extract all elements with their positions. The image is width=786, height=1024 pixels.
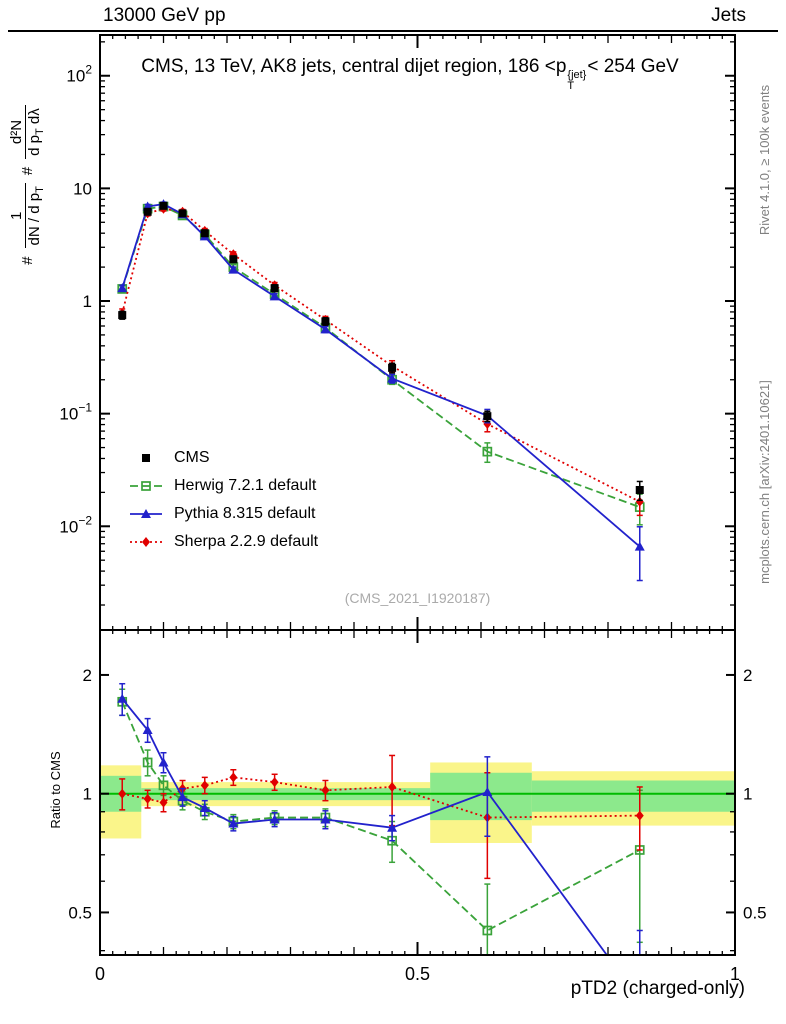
ylabel-frac1-den-sub: T: [33, 186, 46, 193]
svg-text:0.5: 0.5: [405, 964, 430, 984]
svg-text:10−1: 10−1: [59, 401, 92, 424]
analysis-id-watermark: (CMS_2021_I1920187): [344, 590, 491, 606]
svg-text:1: 1: [730, 964, 740, 984]
svg-text:0.5: 0.5: [743, 903, 767, 922]
rivet-version-note: Rivet 4.1.0, ≥ 100k events: [757, 84, 772, 236]
plot-title-sup: {jet}: [567, 69, 587, 81]
svg-text:1: 1: [83, 292, 92, 311]
svg-text:102: 102: [66, 63, 92, 86]
svg-text:2: 2: [83, 666, 92, 685]
legend-label-herwig: Herwig 7.2.1 default: [174, 477, 317, 494]
legend-item-herwig: Herwig 7.2.1 default: [128, 472, 318, 500]
svg-text:1: 1: [743, 785, 752, 804]
ylabel-frac2-den-pre: d p: [25, 134, 43, 156]
svg-text:2: 2: [743, 666, 752, 685]
ylabel-hash-1: #: [18, 256, 36, 265]
plot-title-pre: CMS, 13 TeV, AK8 jets, central dijet reg…: [141, 56, 567, 77]
legend-item-pythia: Pythia 8.315 default: [128, 500, 318, 528]
legend-label-sherpa: Sherpa 2.2.9 default: [174, 533, 319, 550]
legend-label-pythia: Pythia 8.315 default: [174, 505, 316, 522]
ylabel-frac2-num: d²N: [7, 119, 25, 145]
ratio-y-axis-label: Ratio to CMS: [48, 751, 63, 829]
main-y-axis-label: # 1 dN / d pT # d²N d pT dλ: [1, 35, 53, 335]
svg-text:10−2: 10−2: [59, 513, 92, 536]
ylabel-frac1-den: dN / d pT: [24, 183, 47, 249]
x-axis-label: pTD2 (charged-only): [570, 978, 745, 999]
herwig-marker-icon: [130, 481, 162, 491]
plot-title: CMS, 13 TeV, AK8 jets, central dijet reg…: [80, 56, 740, 92]
ylabel-frac2-den: d pT dλ: [24, 105, 47, 159]
ylabel-frac1-den-pre: dN / d p: [25, 192, 43, 246]
ylabel-frac1-num: 1: [7, 211, 25, 220]
svg-text:0: 0: [95, 964, 105, 984]
plot-title-sub: T: [567, 80, 575, 92]
legend: CMS Herwig 7.2.1 default Pythia 8.315 de…: [128, 444, 318, 556]
ylabel-fraction-2: d²N d pT dλ: [8, 105, 47, 159]
ylabel-frac2-den-sub: T: [33, 128, 46, 135]
beam-energy-label: 13000 GeV pp: [103, 5, 226, 26]
pythia-marker-icon: [130, 509, 162, 518]
legend-item-cms: CMS: [128, 444, 318, 472]
legend-label-cms: CMS: [174, 449, 210, 466]
plot-title-post: < 254 GeV: [587, 56, 679, 77]
ylabel-fraction-1: 1 dN / d pT: [7, 183, 47, 249]
plot-title-supsub: {jet} T: [567, 70, 586, 92]
svg-text:10: 10: [73, 179, 92, 198]
ylabel-hash-2: #: [18, 166, 36, 176]
svg-text:0.5: 0.5: [68, 903, 92, 922]
mcplots-arxiv-note: mcplots.cern.ch [arXiv:2401.10621]: [757, 380, 772, 584]
svg-text:1: 1: [83, 785, 92, 804]
analysis-group-label: Jets: [711, 5, 746, 26]
legend-item-sherpa: Sherpa 2.2.9 default: [128, 528, 318, 556]
cms-marker-icon: [142, 454, 150, 462]
sherpa-marker-icon: [130, 537, 162, 547]
ylabel-frac2-den-post: dλ: [25, 108, 43, 129]
